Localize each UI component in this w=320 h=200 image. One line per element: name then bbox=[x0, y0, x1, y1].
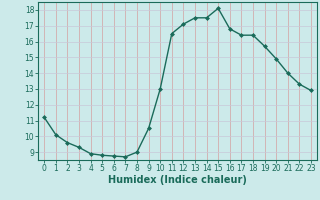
X-axis label: Humidex (Indice chaleur): Humidex (Indice chaleur) bbox=[108, 175, 247, 185]
